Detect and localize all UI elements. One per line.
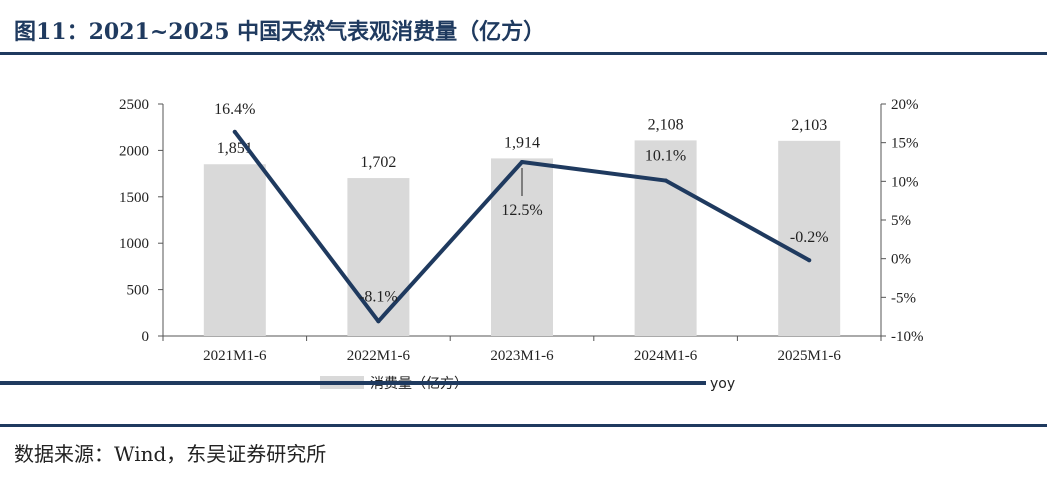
plot-area: 0 500 1000 1500 2000 2500 -10% -5% 0% 5% 10% 15% 20%… xyxy=(119,97,924,364)
bar-2022M1-6 xyxy=(347,178,410,336)
x-axis-tick-label: 2022M1-6 xyxy=(347,348,411,364)
right-axis-tick-label: -10% xyxy=(891,329,924,345)
x-axis-tick-label: 2024M1-6 xyxy=(634,348,698,364)
title-divider xyxy=(0,52,1047,55)
yoy-value-label: 12.5% xyxy=(501,202,542,219)
right-axis-tick-label: -5% xyxy=(891,290,916,306)
right-axis-tick-label: 10% xyxy=(891,174,919,190)
source-divider xyxy=(0,424,1047,427)
x-axis-tick-label: 2025M1-6 xyxy=(778,348,842,364)
bar-2021M1-6 xyxy=(203,164,266,336)
chart-legend: 消费量（亿方） yoy xyxy=(0,376,735,392)
bar-value-label: 1,914 xyxy=(504,134,540,151)
yoy-value-label: -0.2% xyxy=(790,229,829,246)
bar-value-label: 1,702 xyxy=(360,154,396,171)
left-axis-tick-label: 2000 xyxy=(119,143,149,159)
source-note: 数据来源：Wind，东吴证券研究所 xyxy=(14,442,327,466)
yoy-point-2024M1-6 xyxy=(663,178,668,183)
legend-label-line: yoy xyxy=(710,376,735,392)
left-axis-tick-label: 0 xyxy=(142,329,150,345)
bar-2025M1-6 xyxy=(778,140,841,336)
yoy-value-label: -8.1% xyxy=(359,288,398,305)
yoy-point-2021M1-6 xyxy=(232,129,237,134)
left-axis-tick-label: 1000 xyxy=(119,236,149,252)
right-axis-tick-label: 5% xyxy=(891,213,911,229)
right-axis-tick-label: 0% xyxy=(891,252,911,268)
left-axis-tick-label: 500 xyxy=(127,283,150,299)
yoy-point-2023M1-6 xyxy=(520,160,524,164)
right-axis-tick-label: 20% xyxy=(891,97,919,113)
x-axis-tick-label: 2023M1-6 xyxy=(490,348,554,364)
bar-2024M1-6 xyxy=(634,140,697,336)
bar-value-label: 2,103 xyxy=(791,117,827,134)
figure-title: 图11：2021~2025 中国天然气表观消费量（亿方） xyxy=(14,19,546,45)
x-axis-tick-label: 2021M1-6 xyxy=(203,348,267,364)
combo-chart: 0 500 1000 1500 2000 2500 -10% -5% 0% 5% 10% 15% 20%… xyxy=(0,97,924,392)
yoy-value-label: 16.4% xyxy=(214,101,255,118)
left-axis-tick-label: 1500 xyxy=(119,190,149,206)
bar-value-label: 2,108 xyxy=(648,116,684,133)
yoy-point-2025M1-6 xyxy=(807,258,812,263)
yoy-point-2022M1-6 xyxy=(376,319,381,324)
left-axis-tick-label: 2500 xyxy=(119,97,149,113)
right-axis-tick-label: 15% xyxy=(891,136,919,152)
yoy-value-label: 10.1% xyxy=(645,148,686,165)
